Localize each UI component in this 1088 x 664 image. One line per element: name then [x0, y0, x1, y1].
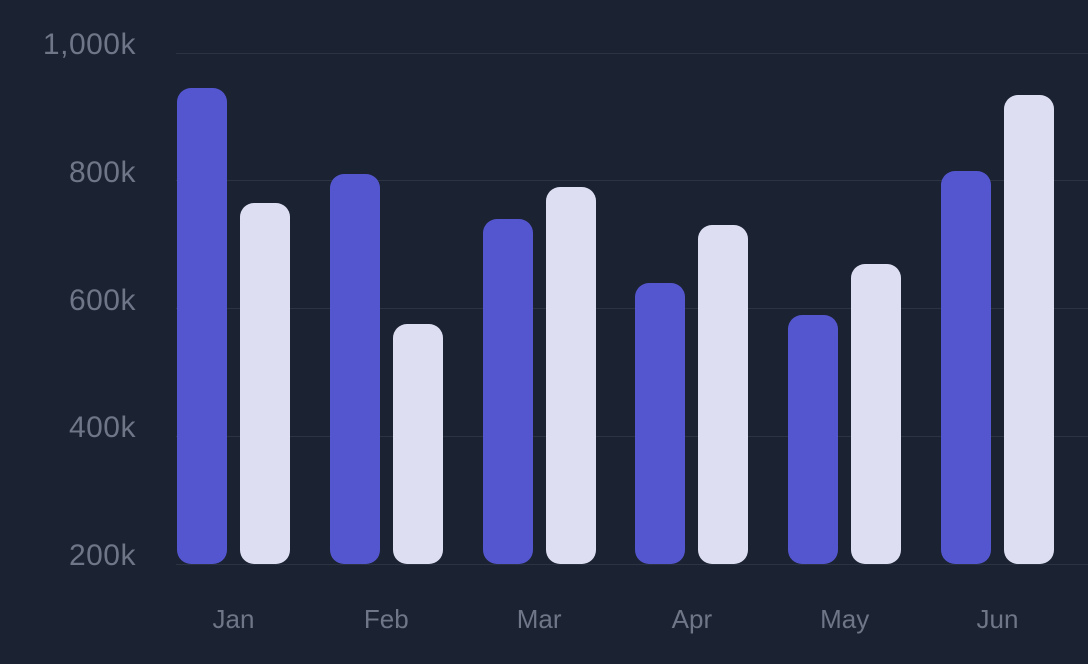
- bar-jun-secondary[interactable]: [1004, 94, 1054, 564]
- y-axis-tick-label: 600k: [68, 283, 136, 317]
- bar-mar-primary[interactable]: [482, 219, 533, 564]
- y-axis-tick-label: 800k: [68, 155, 136, 189]
- gridline-200k: [176, 563, 1088, 565]
- x-axis-label-may: May: [820, 604, 870, 634]
- bar-apr-secondary[interactable]: [698, 225, 749, 564]
- gridline-1000k: [176, 52, 1088, 54]
- bar-feb-primary[interactable]: [329, 174, 380, 564]
- gridline-600k: [176, 308, 1088, 309]
- bar-jan-secondary[interactable]: [240, 203, 290, 564]
- bar-jun-primary[interactable]: [941, 171, 991, 564]
- bar-may-primary[interactable]: [788, 314, 839, 564]
- bar-may-secondary[interactable]: [851, 263, 902, 564]
- x-axis-label-mar: Mar: [516, 604, 562, 634]
- x-axis-label-feb: Feb: [363, 604, 409, 634]
- bar-jan-primary[interactable]: [177, 88, 227, 564]
- gridline-800k: [176, 180, 1088, 182]
- x-axis-label-jan: Jan: [212, 604, 255, 634]
- x-axis-label-apr: Apr: [671, 604, 713, 634]
- bar-mar-secondary[interactable]: [545, 187, 596, 564]
- bar-apr-primary[interactable]: [635, 282, 686, 564]
- y-axis-tick-label: 200k: [68, 539, 136, 572]
- y-axis-tick-label: 400k: [68, 411, 136, 445]
- gridline-400k: [176, 435, 1088, 437]
- y-axis-tick-label: 1,000k: [42, 28, 136, 61]
- bar-feb-secondary[interactable]: [392, 324, 443, 564]
- x-axis-label-jun: Jun: [976, 604, 1019, 634]
